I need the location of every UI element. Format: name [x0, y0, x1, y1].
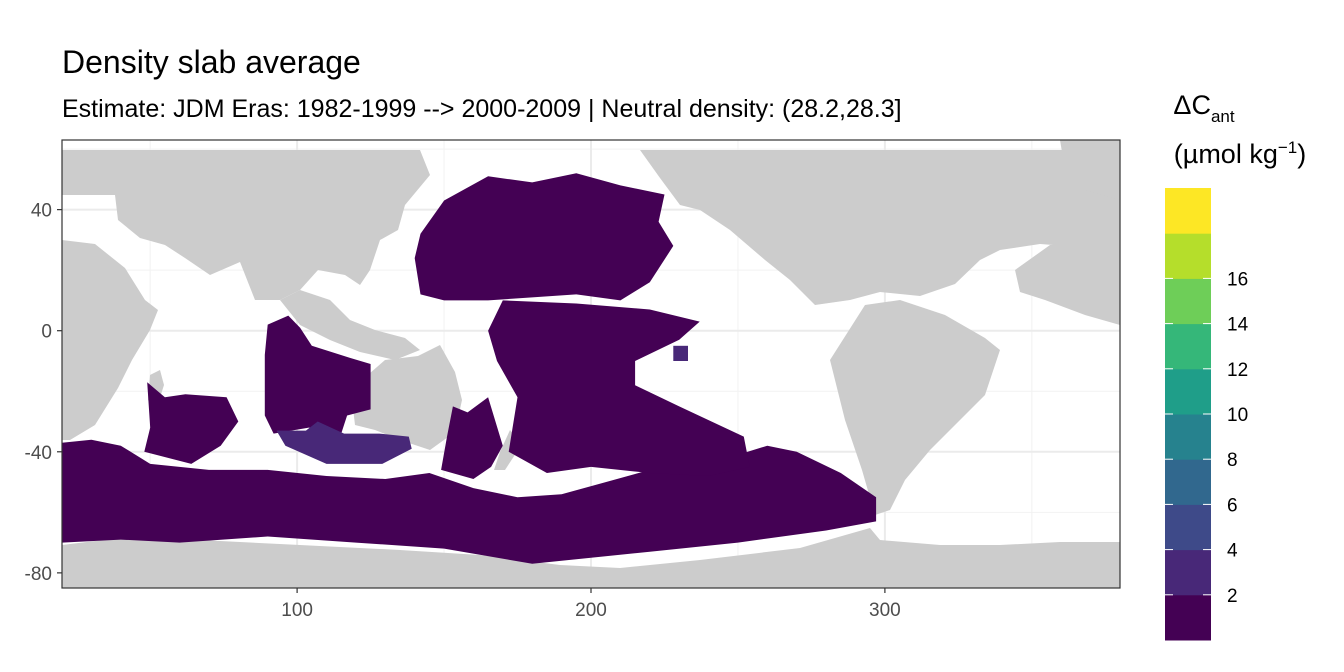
legend-bin [1165, 323, 1211, 370]
legend-label: 4 [1227, 541, 1238, 562]
land-australia [352, 345, 462, 450]
data-region-central-south-pacific [488, 300, 750, 476]
legend-label: 16 [1227, 269, 1248, 290]
legend-label: 12 [1227, 360, 1248, 381]
x-tick-label: 100 [281, 600, 313, 621]
legend-label: 8 [1227, 450, 1238, 471]
data-region-north-pacific [414, 173, 674, 301]
chart-title: Density slab average [62, 44, 361, 80]
land-south-america [830, 300, 1000, 515]
land-antarctica [62, 528, 1120, 588]
y-tick-label: -40 [25, 443, 52, 464]
delta-cant-cells [62, 173, 877, 564]
map-panel [61, 139, 1121, 589]
legend-bin [1165, 549, 1211, 596]
legend-bin [1165, 278, 1211, 325]
color-legend: ΔCant (µmol kg−1) 2 4 6 8 10 12 14 16 [1165, 90, 1306, 641]
legend-bin [1165, 459, 1211, 505]
legend-label: 6 [1227, 495, 1238, 516]
legend-label: 14 [1227, 315, 1249, 336]
data-region-central-pacific-patch [673, 345, 688, 361]
legend-bin [1165, 233, 1211, 279]
chart-subtitle: Estimate: JDM Eras: 1982-1999 --> 2000-2… [62, 95, 902, 123]
land-eurasia [62, 150, 430, 300]
y-tick-label: 0 [41, 322, 52, 343]
legend-tick-labels: 2 4 6 8 10 12 14 16 [1165, 269, 1249, 607]
land-mask [62, 140, 1120, 588]
legend-title-line1: ΔCant [1173, 90, 1234, 126]
land-north-america [640, 150, 1120, 305]
y-tick-label: 40 [31, 201, 52, 222]
data-region-tasman-sea [441, 397, 503, 479]
legend-bin [1165, 188, 1211, 234]
legend-label: 2 [1227, 586, 1238, 607]
y-tick-label: -80 [25, 564, 52, 585]
x-tick-label: 300 [869, 600, 901, 621]
legend-label: 10 [1227, 405, 1248, 426]
data-region-south-australia-basin [276, 421, 412, 464]
land-southeast-asia [280, 290, 420, 360]
legend-color-bins [1165, 188, 1211, 641]
data-region-indian-ocean-west [144, 382, 239, 464]
land-greenland [1060, 140, 1120, 200]
x-tick-label: 200 [575, 600, 607, 621]
legend-title-line2: (µmol kg−1) [1174, 138, 1306, 169]
legend-bin [1165, 414, 1211, 460]
legend-bin [1165, 504, 1211, 551]
land-europe-west [1015, 242, 1120, 325]
legend-bin [1165, 368, 1211, 415]
land-africa [62, 240, 158, 440]
legend-bin [1165, 594, 1211, 641]
data-region-indian-ocean-east [264, 315, 371, 434]
